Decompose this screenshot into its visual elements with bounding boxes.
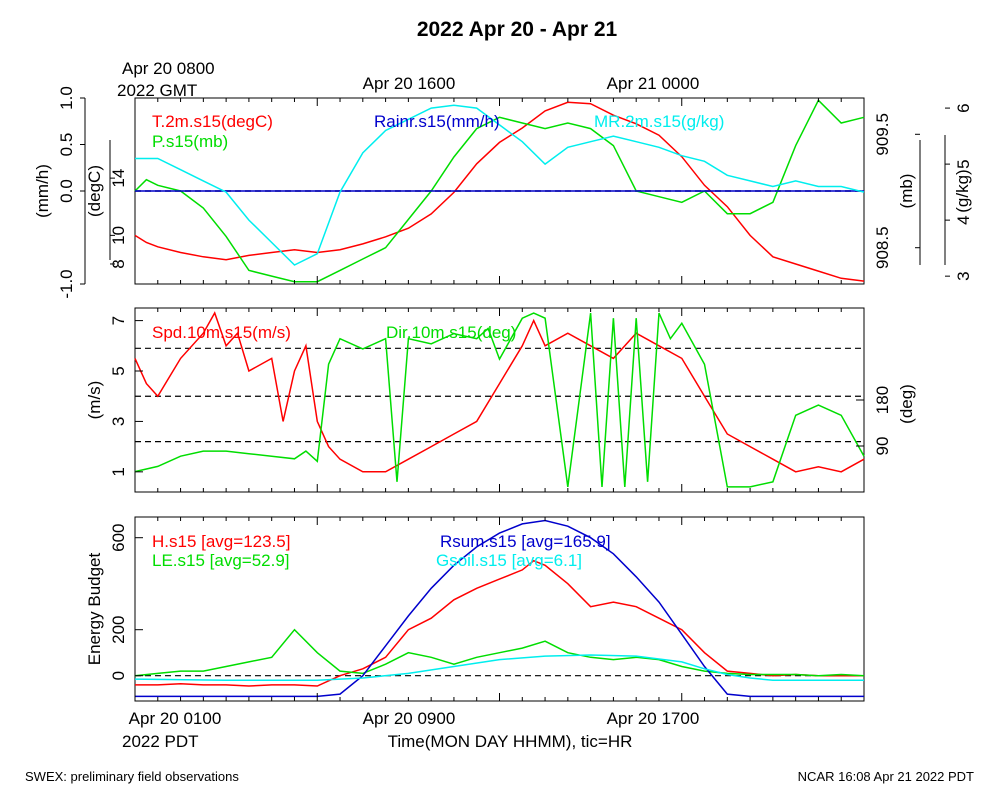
- panel-3-ticks: 0 200 600: [109, 517, 842, 701]
- axis-tick-label: 4: [954, 215, 973, 224]
- gmt-label-line1: Apr 20 0800: [122, 59, 215, 78]
- legend-dir: Dir.10m.s15(deg): [386, 323, 516, 342]
- legend-gsoil: Gsoil.s15 [avg=6.1]: [436, 551, 582, 570]
- axis-tick-label: 200: [109, 616, 128, 644]
- axis-tick-label: 908.5: [873, 226, 892, 269]
- x-axis-label: Time(MON DAY HHMM), tic=HR: [388, 732, 633, 751]
- axis-tick-label: 6: [954, 103, 973, 112]
- axis-tick-label: 10: [109, 226, 128, 245]
- panel-2-ticks: 1 3 5 7 90 180: [109, 308, 892, 492]
- footer-right: NCAR 16:08 Apr 21 2022 PDT: [798, 769, 974, 784]
- axis-tick-label: 7: [109, 316, 128, 325]
- axis-tick-label: 0: [109, 671, 128, 680]
- mix-axis-label: (g/kg): [953, 169, 972, 212]
- axis-tick-label: 5: [109, 366, 128, 375]
- legend-h: H.s15 [avg=123.5]: [152, 532, 290, 551]
- axis-tick-label: 1.0: [57, 86, 76, 110]
- pdt-tick-label-0100: Apr 20 0100: [129, 709, 222, 728]
- pdt-label: 2022 PDT: [122, 732, 199, 751]
- axis-tick-label: 600: [109, 524, 128, 552]
- axis-tick-label: 0.0: [57, 179, 76, 203]
- series-line-green: [134, 628, 865, 677]
- legend-spd: Spd.10m.s15(m/s): [152, 323, 291, 342]
- gmt-label-line2: 2022 GMT: [117, 81, 197, 100]
- legend-temp: T.2m.s15(degC): [152, 112, 273, 131]
- axis-tick-label: 5: [954, 159, 973, 168]
- axis-tick-label: 3: [954, 271, 973, 280]
- legend-mix: MR.2m.s15(g/kg): [594, 112, 724, 131]
- axis-tick-label: 0.5: [57, 133, 76, 157]
- axis-tick-label: 180: [873, 386, 892, 414]
- series-line-green: [134, 99, 865, 283]
- dir-axis-label: (deg): [897, 384, 916, 424]
- series-line-cyan: [135, 104, 865, 266]
- rain-axis-label: (mm/h): [33, 164, 52, 218]
- series-line-red: [134, 101, 865, 282]
- panel-1-ticks: -1.0 0.0 0.5 1.0 8 10 14 908.5 909.5 3 4 5 6: [57, 86, 973, 298]
- pres-axis-label: (mb): [897, 174, 916, 209]
- axis-tick-label: 1: [109, 467, 128, 476]
- legend-pres: P.s15(mb): [152, 132, 228, 151]
- legend-rsum: Rsum.s15 [avg=165.9]: [440, 532, 611, 551]
- chart-title: 2022 Apr 20 - Apr 21: [417, 18, 618, 41]
- energy-axis-label: Energy Budget: [85, 552, 104, 665]
- gmt-tick-label-0000: Apr 21 0000: [607, 74, 700, 93]
- footer-left: SWEX: preliminary field observations: [25, 769, 239, 784]
- axis-tick-label: 909.5: [873, 113, 892, 156]
- legend-rain: Rainr.s15(mm/h): [374, 112, 500, 131]
- temp-axis-label: (degC): [85, 165, 104, 217]
- series-line-red: [135, 559, 864, 687]
- panel-1-plot: [134, 99, 865, 283]
- pdt-tick-label-1700: Apr 20 1700: [607, 709, 700, 728]
- axis-tick-label: 14: [109, 169, 128, 188]
- axis-tick-label: 90: [873, 437, 892, 456]
- pdt-tick-label-0900: Apr 20 0900: [363, 709, 456, 728]
- gmt-tick-label-1600: Apr 20 1600: [363, 74, 456, 93]
- axis-tick-label: 3: [109, 417, 128, 426]
- panel-2-plot: [134, 311, 865, 488]
- axis-tick-label: 8: [109, 259, 128, 268]
- series-line-cyan: [134, 654, 864, 682]
- series-line-green: [134, 312, 865, 488]
- legend-le: LE.s15 [avg=52.9]: [152, 551, 290, 570]
- series-line-red: [134, 311, 865, 473]
- spd-axis-label: (m/s): [85, 381, 104, 420]
- axis-tick-label: -1.0: [57, 269, 76, 298]
